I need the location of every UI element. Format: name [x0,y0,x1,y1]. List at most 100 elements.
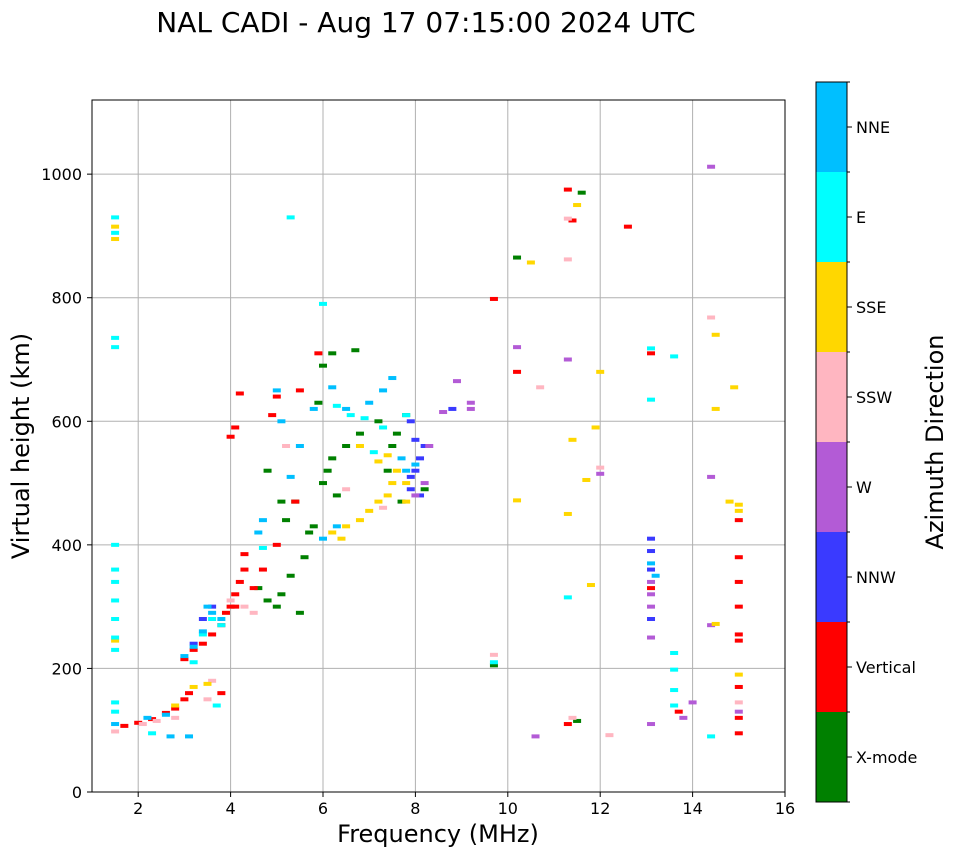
data-point-e [189,660,198,665]
x-tick-label: 10 [498,799,518,818]
data-point-x-mode [420,487,429,492]
data-point-w [707,474,716,479]
plot-marks [111,164,743,739]
y-tick-label: 0 [72,783,82,802]
data-point-sse [582,477,591,482]
data-point-w [647,722,656,727]
data-point-ssw [596,465,605,470]
data-point-vertical [148,717,157,722]
data-point-sse [383,493,392,498]
data-point-vertical [240,552,249,557]
data-point-x-mode [282,518,291,523]
data-point-e [111,345,120,350]
data-point-x-mode [277,499,286,504]
data-point-nnw [208,604,217,609]
data-point-vertical [231,604,240,609]
data-point-vertical [734,632,743,637]
data-point-e [379,425,388,430]
data-point-x-mode [277,592,286,597]
data-point-sse [374,499,383,504]
data-point-vertical [217,691,226,696]
data-point-ssw [489,652,498,657]
data-point-e [198,632,207,637]
data-point-vertical [291,499,300,504]
data-point-x-mode [328,456,337,461]
data-point-sse [388,481,397,486]
data-point-nne [189,644,198,649]
data-point-sse [711,406,720,411]
data-point-sse [526,260,535,265]
data-point-e [647,346,656,351]
data-point-sse [355,444,364,448]
data-point-vertical [647,351,656,356]
colorbar-segment [816,532,847,622]
data-point-sse [383,453,392,458]
data-point-e [670,667,679,672]
data-point-x-mode [295,610,304,615]
data-point-ssw [379,505,388,510]
data-point-vertical [198,641,207,646]
x-axis-ticks: 2 4 6 8 10 12 14 16 [133,792,795,818]
data-point-e [212,703,221,708]
data-point-nne [143,715,152,720]
data-point-ssw [605,733,614,738]
data-point-e [111,567,120,572]
data-point-e [647,397,656,402]
x-tick-label: 14 [682,799,702,818]
data-point-x-mode [374,419,383,424]
data-point-w [439,410,448,415]
data-point-nne [286,474,295,479]
data-point-e [111,709,120,714]
data-point-vertical [134,720,143,725]
data-point-vertical [623,224,632,229]
data-point-nne [388,376,397,381]
data-point-vertical [180,697,189,702]
data-point-vertical [568,218,577,223]
data-point-vertical [734,518,743,523]
data-point-nne [180,654,189,659]
data-point-x-mode [355,431,364,436]
data-point-x-mode [328,351,337,356]
data-point-sse [711,621,720,626]
data-point-e [402,413,411,418]
x-tick-label: 4 [226,799,236,818]
data-point-sse [171,703,180,708]
data-point-vertical [120,723,129,728]
data-point-x-mode [577,190,586,195]
data-point-x-mode [392,431,401,436]
data-point-nnw [411,437,420,442]
data-point-ssw [208,678,217,683]
data-point-x-mode [319,481,327,486]
data-point-w [513,345,522,350]
data-point-vertical [489,296,498,301]
data-point-nne [402,468,411,473]
data-point-x-mode [383,468,392,473]
data-point-nnw [647,617,656,621]
data-point-sse [596,369,605,374]
data-point-sse [563,511,572,516]
data-point-sse [573,203,582,208]
data-point-vertical [734,604,743,609]
data-point-vertical [647,586,656,591]
data-point-x-mode [286,573,295,578]
data-point-sse [328,530,337,535]
data-point-w [734,709,743,714]
data-point-nnw [416,493,425,498]
data-point-nne [365,400,374,405]
colorbar-segment [816,352,847,442]
x-tick-label: 2 [133,799,143,818]
data-point-w [420,481,429,486]
data-point-nne [295,444,304,448]
data-point-nne [254,530,263,535]
data-point-sse [586,583,595,588]
colorbar-tick-label: Vertical [856,658,916,677]
data-point-w [411,493,420,498]
data-point-nnw [647,567,656,572]
data-point-nnw [647,549,656,554]
data-point-w [647,635,656,640]
data-point-e [346,413,355,418]
data-point-sse [591,425,600,430]
data-point-nnw [189,641,198,646]
x-tick-label: 12 [590,799,610,818]
